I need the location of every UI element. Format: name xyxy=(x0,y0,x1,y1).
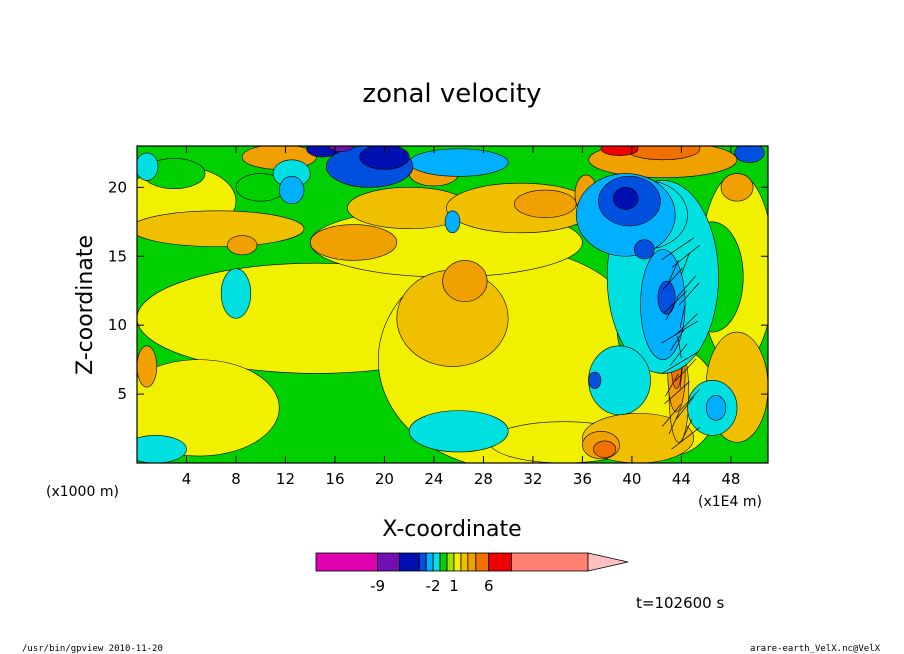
colorbar-segment xyxy=(467,552,477,572)
colorbar-segment xyxy=(377,552,400,572)
x-tick-label: 44 xyxy=(672,470,691,488)
plot-area xyxy=(137,146,768,463)
x-tick-label: 16 xyxy=(325,470,344,488)
colorbar-segment xyxy=(425,552,434,572)
colorbar xyxy=(315,552,629,572)
plot-frame xyxy=(136,145,769,464)
y-tick-label: 10 xyxy=(108,316,127,334)
colorbar-segment xyxy=(315,552,378,572)
x-tick-label: 40 xyxy=(622,470,641,488)
colorbar-tick-label: -2 xyxy=(426,577,441,595)
colorbar-tick-label: 6 xyxy=(484,577,494,595)
footer-right: arare-earth_VelX.nc@VelX xyxy=(750,644,881,654)
colorbar-segment xyxy=(446,552,455,572)
y-tick-label: 15 xyxy=(108,247,127,265)
x-tick-label: 48 xyxy=(721,470,740,488)
x-axis-label: X-coordinate xyxy=(382,517,521,542)
colorbar-segment xyxy=(488,552,512,572)
y-axis: 5 10 15 20 xyxy=(108,178,768,403)
footer-left: /usr/bin/gpview 2010-11-20 xyxy=(22,644,163,654)
colorbar-segment xyxy=(460,552,469,572)
x-tick-label: 12 xyxy=(276,470,295,488)
timestamp-label: t=102600 s xyxy=(636,594,724,612)
colorbar-segment xyxy=(439,552,448,572)
x-tick-label: 36 xyxy=(573,470,592,488)
x-tick-label: 32 xyxy=(523,470,542,488)
y-tick-label: 5 xyxy=(117,385,127,403)
x-axis: 4 8 12 16 20 24 28 32 36 40 44 48 xyxy=(182,146,740,488)
colorbar-ticks: -9 -2 1 6 xyxy=(370,577,493,595)
x-tick-label: 28 xyxy=(474,470,493,488)
x-tick-label: 4 xyxy=(182,470,192,488)
colorbar-segment xyxy=(418,552,427,572)
colorbar-segment xyxy=(453,552,462,572)
y-tick-label: 20 xyxy=(108,178,127,196)
colorbar-tick-label: 1 xyxy=(449,577,459,595)
x-unit-label: (x1000 m) xyxy=(46,484,119,500)
velocity-field xyxy=(137,146,768,463)
colorbar-segment xyxy=(432,552,441,572)
chart-title: zonal velocity xyxy=(362,79,541,109)
y-axis-label: Z-coordinate xyxy=(73,235,98,375)
colorbar-segment xyxy=(475,552,490,572)
colorbar-extend-arrow xyxy=(587,552,629,572)
x-tick-label: 20 xyxy=(375,470,394,488)
x-scale-label: (x1E4 m) xyxy=(698,494,762,510)
colorbar-segment xyxy=(511,552,589,572)
colorbar-tick-label: -9 xyxy=(370,577,385,595)
x-tick-label: 24 xyxy=(424,470,443,488)
x-tick-label: 8 xyxy=(231,470,241,488)
colorbar-segment xyxy=(398,552,420,572)
